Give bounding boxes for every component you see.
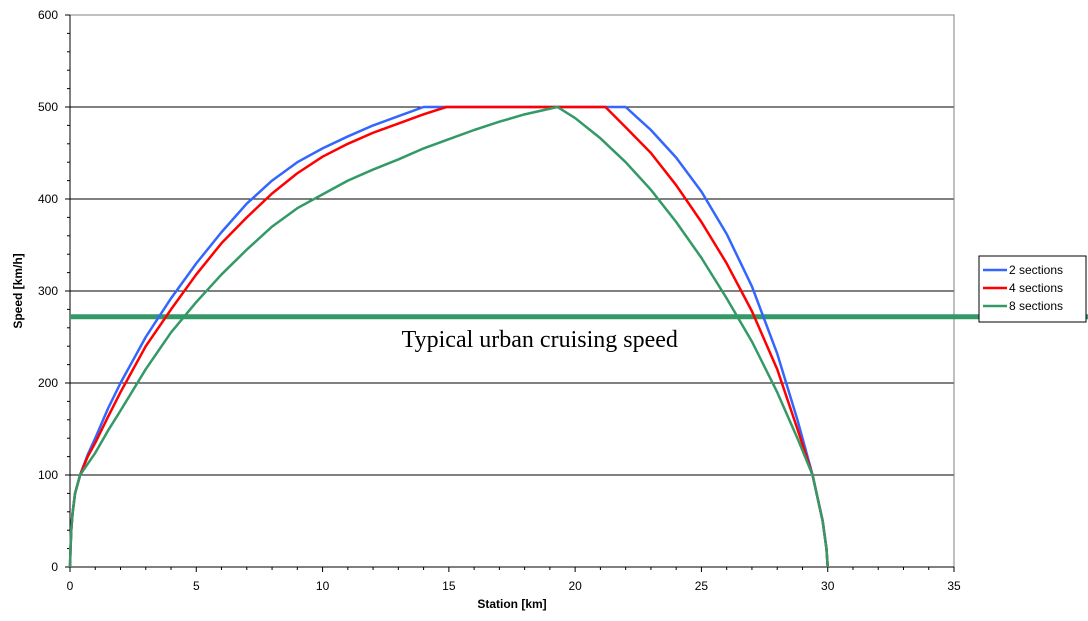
x-axis-title: Station [km] <box>477 597 546 611</box>
axes: 0 100 200 300 400 500 600 0 5 10 15 20 25 30 35 <box>38 8 961 593</box>
x-tick-label: 25 <box>695 579 709 593</box>
reference-annotation: Typical urban cruising speed <box>402 327 678 353</box>
x-tick-label: 5 <box>193 579 200 593</box>
x-tick-label: 30 <box>821 579 835 593</box>
x-tick-label: 20 <box>568 579 582 593</box>
grid-lines <box>70 14 954 476</box>
series-line-2 <box>68 105 829 568</box>
series-lines <box>68 105 829 568</box>
legend-box <box>978 255 1087 323</box>
y-tick-label: 500 <box>38 100 58 114</box>
legend-label-2: 4 sections <box>1009 281 1063 295</box>
y-tick-label: 100 <box>38 468 58 482</box>
x-tick-label: 0 <box>67 579 74 593</box>
y-axis-title: Speed [km/h] <box>11 253 25 328</box>
y-tick-label: 300 <box>38 284 58 298</box>
x-tick-label: 10 <box>316 579 330 593</box>
legend-label-1: 2 sections <box>1009 263 1063 277</box>
legend-label-3: 8 sections <box>1009 299 1063 313</box>
x-tick-label: 15 <box>442 579 456 593</box>
y-tick-label: 0 <box>51 560 58 574</box>
x-tick-label: 35 <box>947 579 961 593</box>
legend: 2 sections 4 sections 8 sections <box>978 255 1087 323</box>
series-line-3 <box>68 105 829 568</box>
y-tick-label: 600 <box>38 8 58 22</box>
y-tick-label: 200 <box>38 376 58 390</box>
y-tick-label: 400 <box>38 192 58 206</box>
